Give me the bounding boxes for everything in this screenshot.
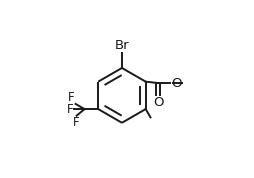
Text: F: F [68, 91, 75, 104]
Text: O: O [153, 96, 163, 109]
Text: F: F [67, 103, 73, 116]
Text: O: O [171, 77, 181, 90]
Text: Br: Br [115, 39, 129, 52]
Text: F: F [73, 116, 80, 129]
